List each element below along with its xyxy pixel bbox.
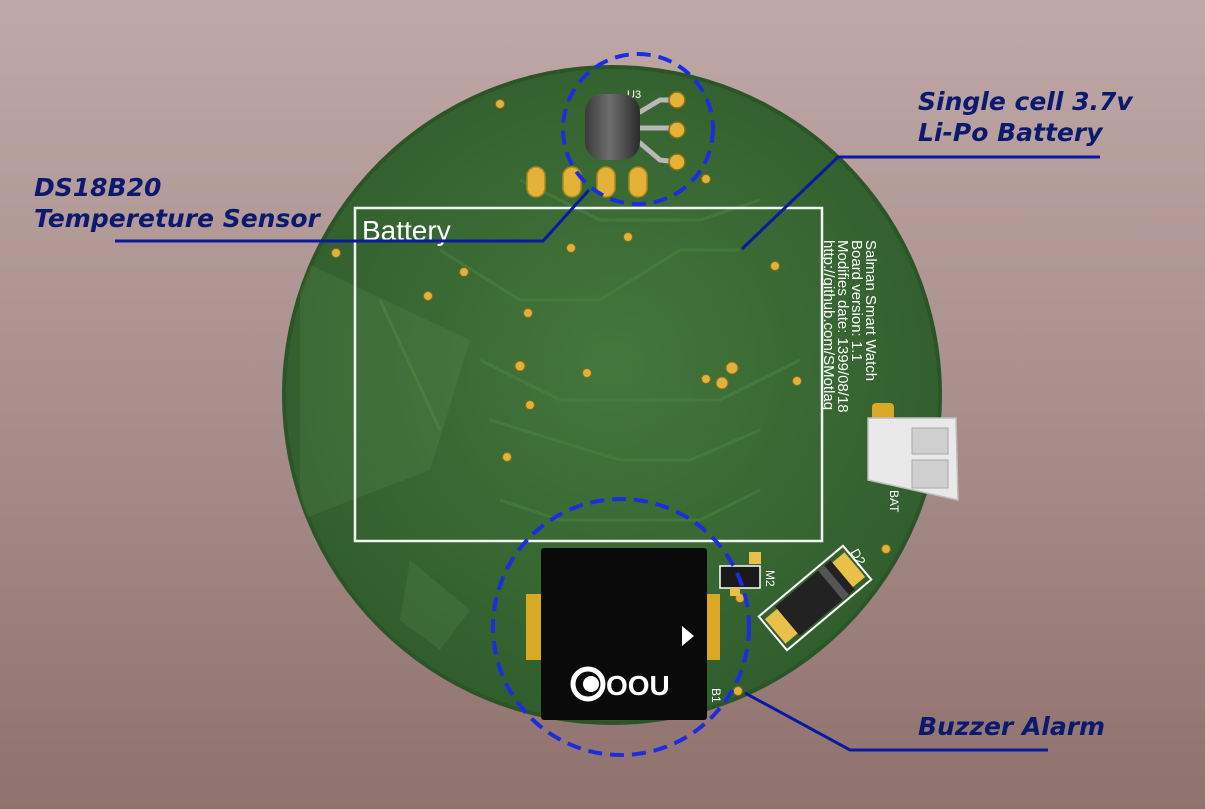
via [701, 174, 711, 184]
diode-d2 [757, 544, 873, 652]
leader-lines [115, 155, 1100, 752]
buzzer-brand-text: OOU [606, 670, 670, 701]
diode-outline [757, 544, 873, 652]
battery-leader-line [740, 155, 1100, 251]
ds18b20-sensor: U3 [585, 89, 686, 171]
diode-ref-label: D2 [847, 546, 868, 568]
via [525, 400, 535, 410]
via [502, 452, 512, 462]
diode-cathode-band [818, 565, 849, 600]
sensor-leader-line [115, 188, 591, 243]
via [582, 368, 592, 378]
pad [749, 552, 761, 564]
buzzer-b1: OOU B1 [526, 548, 723, 720]
via [881, 544, 891, 554]
pcb-shading [300, 260, 470, 650]
battery-callout-line-1: Single cell 3.7v [918, 87, 1133, 116]
mosfet-m2: M2 [719, 552, 777, 596]
buzzer-leader-line [744, 691, 1048, 752]
sensor-callout-line-1: DS18B20 [34, 173, 162, 202]
pcb-board [282, 65, 942, 725]
via [733, 686, 743, 696]
sensor-callout-line-2: Tempereture Sensor [34, 204, 320, 233]
board-info-line-1: Salman Smart Watch [862, 240, 879, 381]
connector-ref-label: BAT [887, 490, 901, 513]
board-info-line-2: Board version: 1.1 [848, 240, 865, 362]
buzzer-logo-icon [570, 666, 606, 702]
pad [526, 166, 546, 198]
sensor-highlight-circle [561, 52, 715, 206]
pad [668, 121, 686, 139]
connector-slot [911, 459, 949, 489]
pad [830, 552, 866, 589]
mosfet-ref-label: M2 [763, 570, 777, 587]
pad [730, 588, 740, 596]
pad [764, 607, 800, 644]
pad [668, 153, 686, 171]
via [792, 376, 802, 386]
pad [596, 166, 616, 198]
via [715, 376, 729, 390]
battery-connector: BAT [867, 403, 959, 513]
board-info-line-4: http://github.com/SMotlaq [820, 240, 837, 410]
buzzer-callout: Buzzer Alarm [918, 711, 1105, 742]
sensor-pads [668, 91, 686, 171]
via [770, 261, 780, 271]
highlight-circles [491, 52, 751, 757]
board-info-line-3: Modifies date: 1399/08/18 [834, 240, 851, 413]
via [423, 291, 433, 301]
pcb-surface [286, 69, 938, 721]
via [514, 360, 526, 372]
battery-callout: Single cell 3.7v Li-Po Battery [918, 86, 1133, 148]
battery-outline [353, 206, 824, 543]
sensor-callout: DS18B20 Tempereture Sensor [34, 172, 320, 234]
buzzer-body [541, 548, 707, 720]
copper-traces [378, 178, 801, 522]
via [523, 308, 533, 318]
via [566, 243, 576, 253]
vias [331, 99, 891, 696]
buzzer-logo-inner-icon [583, 676, 599, 692]
pad [628, 166, 648, 198]
via [459, 267, 469, 277]
via [701, 374, 711, 384]
buzzer-callout-line-1: Buzzer Alarm [918, 712, 1106, 741]
buzzer-ref-label: B1 [709, 688, 723, 703]
header-pads [526, 166, 648, 198]
via [725, 361, 739, 375]
battery-callout-line-2: Li-Po Battery [918, 118, 1103, 147]
sensor-body [585, 94, 640, 160]
board-info: Salman Smart Watch Board version: 1.1 Mo… [820, 240, 879, 413]
buzzer-highlight-circle [491, 497, 751, 757]
buzzer-arrow-icon [682, 626, 694, 646]
pad [668, 91, 686, 109]
connector-slot [911, 427, 949, 455]
via [495, 99, 505, 109]
via [331, 248, 341, 258]
via [623, 232, 633, 242]
